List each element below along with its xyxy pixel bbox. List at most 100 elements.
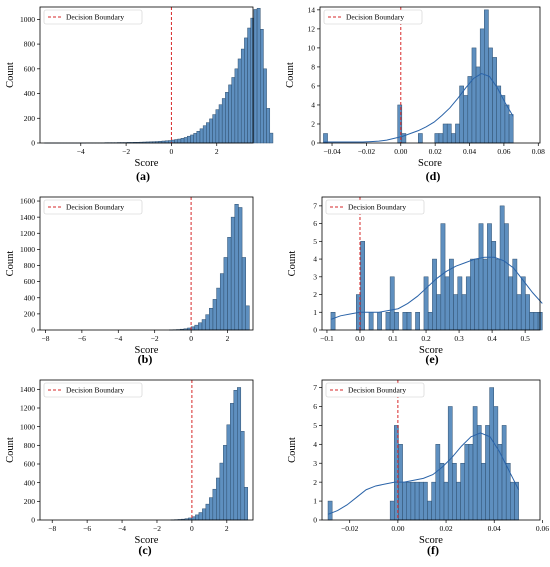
histogram-bar bbox=[415, 312, 420, 331]
x-tick-label: 0 bbox=[170, 147, 174, 156]
histogram-bar bbox=[453, 294, 459, 331]
y-tick-label: 0 bbox=[313, 516, 317, 525]
histogram-bar bbox=[269, 132, 274, 144]
histogram-bar bbox=[418, 133, 423, 144]
histogram-bar bbox=[452, 462, 457, 521]
panel-label: (d) bbox=[426, 169, 441, 183]
axes-frame bbox=[39, 379, 254, 521]
x-tick-label: 0.3 bbox=[454, 334, 464, 343]
x-tick-label: 0.04 bbox=[463, 147, 476, 156]
x-tick-label: 0.02 bbox=[429, 147, 442, 156]
y-tick-label: 10 bbox=[308, 43, 316, 52]
histogram-bar bbox=[402, 481, 407, 521]
histogram-bar bbox=[475, 66, 481, 144]
histogram-bar bbox=[446, 123, 452, 144]
x-tick-label: 0.4 bbox=[487, 334, 497, 343]
histogram-bar bbox=[465, 276, 471, 331]
histogram-bar bbox=[216, 477, 221, 521]
y-tick-label: 3 bbox=[313, 272, 317, 281]
y-tick-label: 1600 bbox=[20, 197, 35, 206]
histogram-bar bbox=[481, 462, 486, 521]
histogram-bar bbox=[327, 500, 333, 521]
histogram-bar bbox=[461, 294, 467, 331]
histogram-bar bbox=[508, 114, 514, 144]
histogram-bar bbox=[492, 57, 497, 144]
histogram-bar bbox=[410, 481, 416, 521]
histogram-bar bbox=[238, 207, 243, 331]
histogram-bar bbox=[195, 514, 200, 521]
histogram-bar bbox=[244, 37, 248, 144]
histogram-bar bbox=[212, 114, 217, 144]
chart-panel-c: −8 −6 −4 −2 0 2 0 200 400 600 800 1000 1200 1400 Score… bbox=[5, 379, 254, 557]
legend-label: Decision Boundary bbox=[348, 203, 406, 212]
histogram-bar bbox=[368, 312, 374, 331]
histogram-bar bbox=[206, 122, 210, 144]
y-tick-label: 1200 bbox=[20, 404, 35, 413]
histogram-bar bbox=[389, 276, 395, 331]
y-tick-label: 200 bbox=[24, 114, 36, 123]
histogram-bar bbox=[180, 138, 185, 144]
legend: Decision Boundary bbox=[43, 199, 143, 215]
legend-label: Decision Boundary bbox=[66, 386, 124, 395]
y-tick-label: 200 bbox=[24, 309, 36, 318]
histogram-bar bbox=[205, 503, 210, 521]
histogram-bar bbox=[435, 444, 441, 521]
x-tick-label: −4 bbox=[114, 334, 122, 343]
histogram-bar bbox=[228, 84, 232, 144]
y-tick-label: 800 bbox=[24, 441, 36, 450]
histogram-bar bbox=[451, 133, 456, 144]
y-tick-label: 600 bbox=[24, 277, 36, 286]
y-axis-label: Count bbox=[5, 437, 16, 463]
histogram-bar bbox=[474, 258, 480, 331]
y-tick-label: 1000 bbox=[20, 422, 35, 431]
histogram-bar bbox=[193, 133, 198, 144]
x-tick-label: 0.08 bbox=[532, 147, 545, 156]
x-tick-label: 0.06 bbox=[536, 524, 549, 533]
histogram-bar bbox=[227, 237, 232, 331]
panel-label: (c) bbox=[138, 543, 151, 557]
x-axis-label: Score bbox=[419, 535, 443, 546]
y-tick-label: 12 bbox=[308, 24, 316, 33]
y-tick-label: 800 bbox=[24, 261, 36, 270]
histogram-bar bbox=[455, 123, 460, 144]
histogram-bar bbox=[250, 17, 255, 144]
x-tick-label: −4 bbox=[77, 147, 85, 156]
axes-frame bbox=[321, 379, 541, 521]
x-tick-label: −6 bbox=[83, 524, 91, 533]
y-tick-label: 600 bbox=[24, 64, 36, 73]
y-tick-label: 800 bbox=[24, 40, 36, 49]
x-tick-label: −0.04 bbox=[323, 147, 341, 156]
histogram-bar bbox=[488, 47, 493, 144]
histogram-bar bbox=[495, 258, 501, 331]
histogram-bar bbox=[221, 98, 226, 144]
histogram-bar bbox=[187, 135, 191, 144]
y-tick-label: 2 bbox=[313, 290, 317, 299]
histogram-bar bbox=[456, 481, 461, 521]
x-tick-label: 0.0 bbox=[355, 334, 365, 343]
x-tick-label: 0 bbox=[189, 334, 193, 343]
histogram-bar bbox=[219, 273, 225, 331]
histogram-bar bbox=[174, 139, 179, 144]
histogram-bar bbox=[226, 424, 231, 521]
histogram-bar bbox=[482, 258, 488, 331]
histogram-bar bbox=[198, 322, 203, 331]
histogram-bar bbox=[244, 487, 249, 521]
histogram-bar bbox=[209, 118, 213, 144]
x-tick-label: 2 bbox=[215, 147, 219, 156]
histogram-bar bbox=[218, 104, 223, 144]
histogram-bar bbox=[247, 27, 251, 144]
axes-frame bbox=[39, 6, 254, 144]
histogram-bar bbox=[516, 294, 522, 331]
histogram-bar bbox=[432, 258, 437, 331]
histogram-bar bbox=[330, 312, 336, 331]
histogram-bar bbox=[479, 28, 485, 144]
y-tick-label: 400 bbox=[24, 293, 36, 302]
histogram-bar bbox=[223, 257, 228, 331]
histogram-bar bbox=[212, 488, 217, 521]
x-tick-label: −0.02 bbox=[358, 147, 376, 156]
legend-box bbox=[323, 9, 423, 25]
histogram-bar bbox=[377, 312, 382, 331]
axes-frame bbox=[319, 6, 541, 144]
y-axis-label: Count bbox=[287, 437, 298, 463]
